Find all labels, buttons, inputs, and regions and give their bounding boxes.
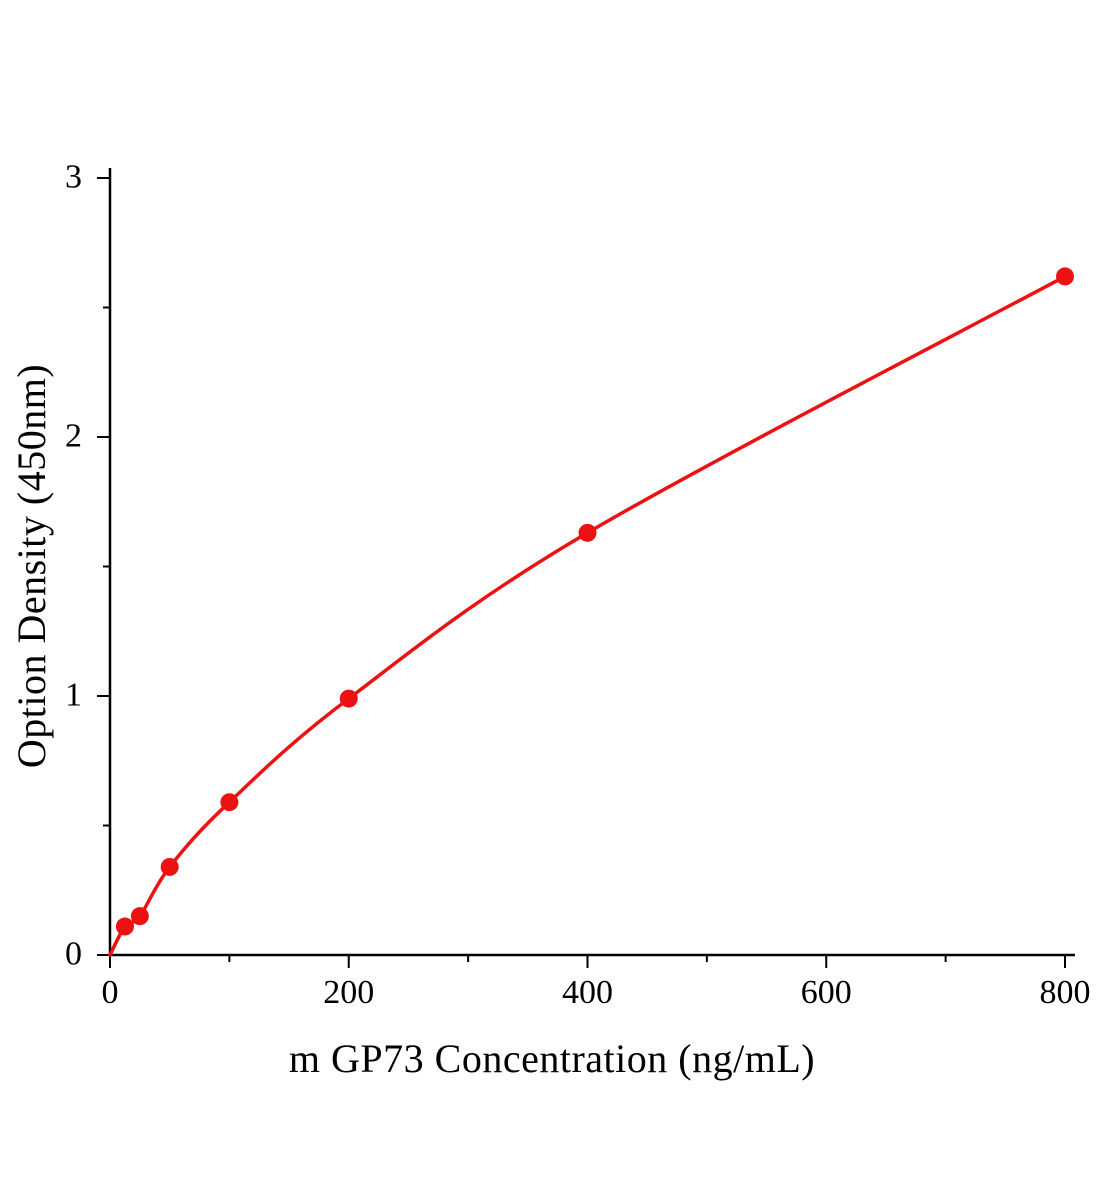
y-tick-label: 0 bbox=[65, 935, 82, 972]
data-point bbox=[1056, 267, 1074, 286]
data-point bbox=[130, 907, 149, 926]
y-tick-label: 2 bbox=[65, 417, 82, 454]
data-point bbox=[220, 793, 239, 812]
x-tick-label: 200 bbox=[323, 974, 374, 1011]
y-tick-label: 3 bbox=[65, 158, 82, 195]
x-axis-label: m GP73 Concentration (ng/mL) bbox=[288, 1036, 816, 1081]
x-tick-label: 800 bbox=[1040, 974, 1091, 1011]
x-tick-label: 600 bbox=[801, 974, 852, 1011]
data-point bbox=[339, 689, 358, 708]
data-point bbox=[578, 523, 597, 542]
y-axis-label-text: Option Density (450nm) bbox=[9, 363, 54, 769]
data-point bbox=[160, 857, 179, 876]
data-point bbox=[115, 917, 134, 936]
curve-line bbox=[108, 274, 1067, 957]
x-tick-label: 0 bbox=[102, 974, 119, 1011]
x-tick-label: 400 bbox=[562, 974, 613, 1011]
y-tick-label: 1 bbox=[65, 676, 82, 713]
